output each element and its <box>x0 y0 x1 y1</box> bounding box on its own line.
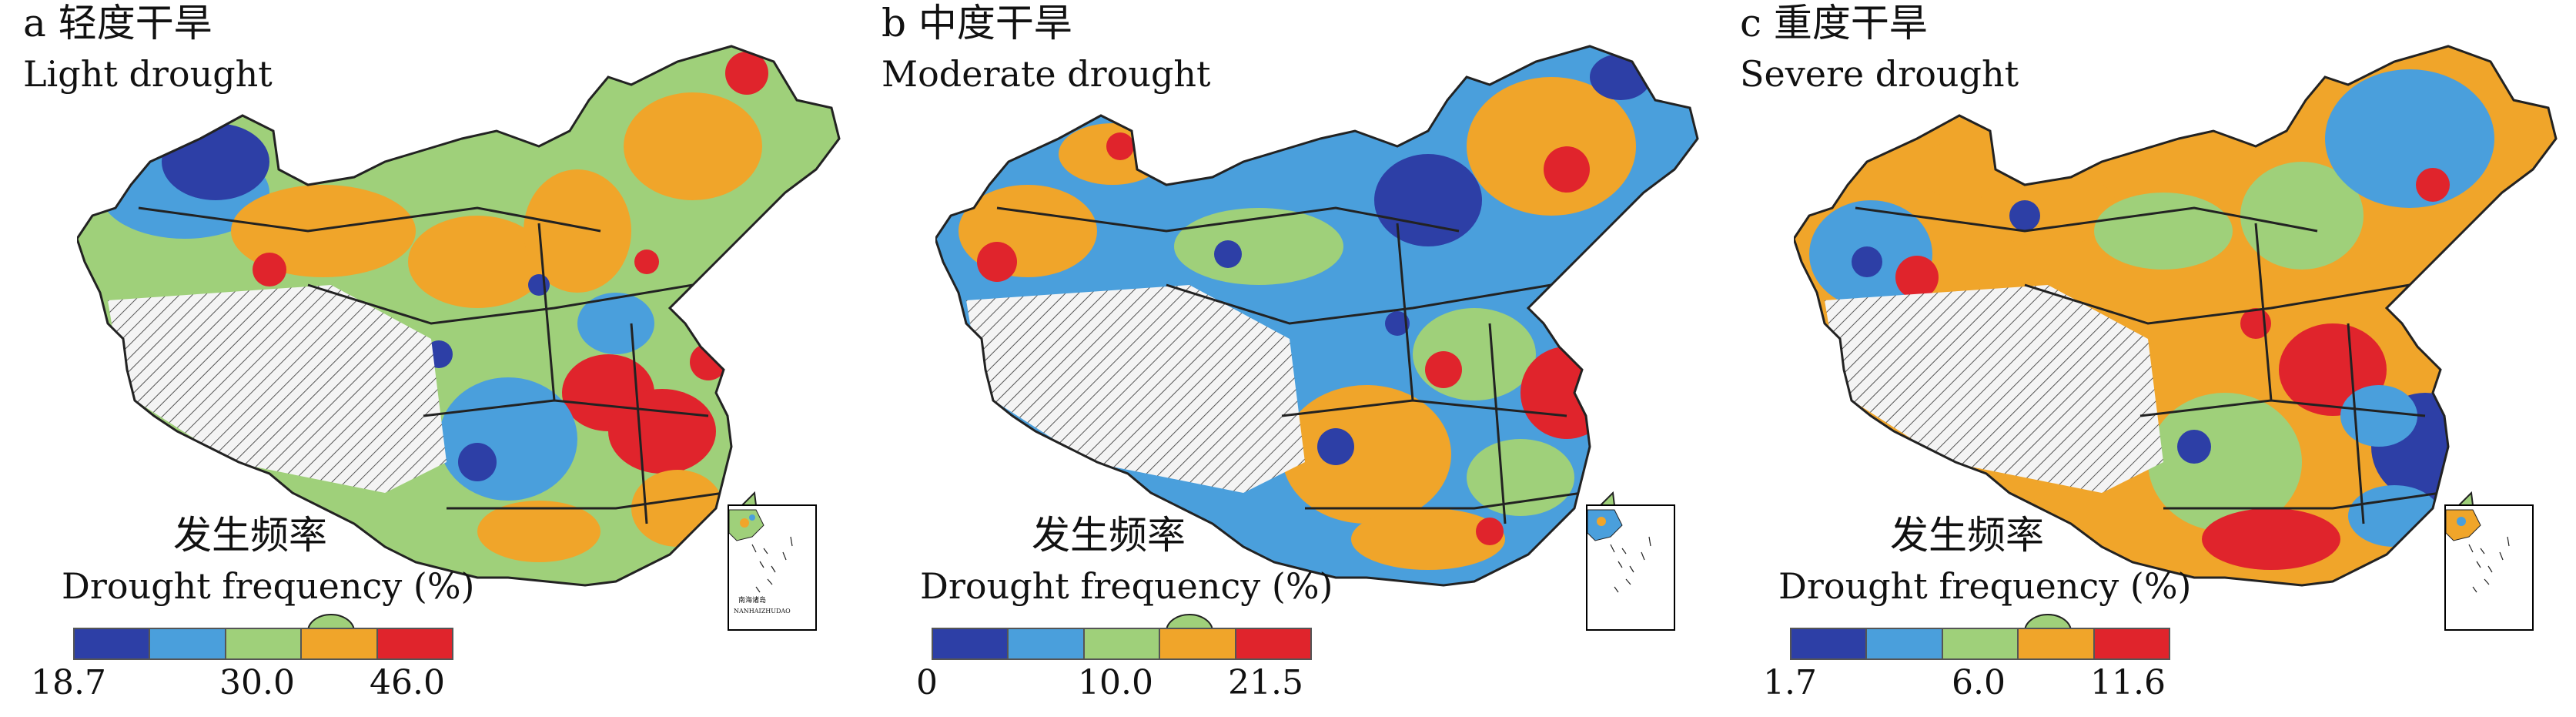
legend-class-4 <box>302 629 378 658</box>
south-china-sea-inset <box>1586 504 1675 631</box>
inset-label-cn: 南海诸岛 <box>738 597 767 605</box>
legend-class-1 <box>75 629 151 658</box>
panel-moderate-drought: b 中度干旱 Moderate drought <box>858 0 1717 717</box>
legend-class-3 <box>1084 629 1161 658</box>
south-china-sea-inset <box>2444 504 2534 631</box>
panel-severe-drought: c 重度干旱 Severe drought <box>1717 0 2575 717</box>
inset-label-en: NANHAIZHUDAO <box>734 608 791 615</box>
legend-color-bar <box>73 628 453 660</box>
legend-title-en: Drought frequency (%) <box>1778 565 2192 607</box>
legend-class-1 <box>933 629 1009 658</box>
legend-class-5 <box>2094 629 2170 658</box>
legend-title-cn: 发生频率 <box>173 513 327 558</box>
panel-light-drought: a 轻度干旱 Light drought <box>0 0 858 717</box>
legend-class-4 <box>1160 629 1236 658</box>
legend-title-en: Drought frequency (%) <box>920 565 1333 607</box>
legend-class-2 <box>150 629 226 658</box>
legend-title-cn: 发生频率 <box>1032 513 1186 558</box>
legend-tick-min: 0 <box>916 663 938 702</box>
legend-class-3 <box>1942 629 2019 658</box>
panel-title-en: Moderate drought <box>882 53 1211 95</box>
legend-class-1 <box>1791 629 1868 658</box>
legend-class-3 <box>226 629 303 658</box>
legend-class-2 <box>1867 629 1943 658</box>
legend-class-5 <box>1236 629 1311 658</box>
panel-title-cn: a 轻度干旱 <box>23 1 212 45</box>
south-china-sea-inset: 南海诸岛 NANHAIZHUDAO <box>728 504 817 631</box>
drought-frequency-map <box>935 45 1699 649</box>
panel-title-cn: c 重度干旱 <box>1740 1 1928 45</box>
drought-frequency-map <box>1794 45 2558 649</box>
legend-class-5 <box>377 629 453 658</box>
legend-color-bar <box>932 628 1312 660</box>
drought-frequency-map <box>77 45 841 649</box>
legend-tick-max: 21.5 <box>1228 663 1303 702</box>
legend-tick-min: 18.7 <box>31 663 106 702</box>
legend-tick-mid: 30.0 <box>219 663 295 702</box>
legend-tick-max: 46.0 <box>370 663 445 702</box>
legend-tick-mid: 10.0 <box>1078 663 1153 702</box>
legend-tick-mid: 6.0 <box>1952 663 2006 702</box>
legend-tick-min: 1.7 <box>1763 663 1817 702</box>
legend-class-4 <box>2019 629 2095 658</box>
panel-title-cn: b 中度干旱 <box>882 1 1072 45</box>
panel-title-en: Severe drought <box>1740 53 2019 95</box>
legend-color-bar <box>1790 628 2170 660</box>
legend-title-en: Drought frequency (%) <box>62 565 475 607</box>
panel-title-en: Light drought <box>23 53 273 95</box>
legend-title-cn: 发生频率 <box>1890 513 2044 558</box>
legend-class-2 <box>1009 629 1085 658</box>
legend-tick-max: 11.6 <box>2090 663 2166 702</box>
